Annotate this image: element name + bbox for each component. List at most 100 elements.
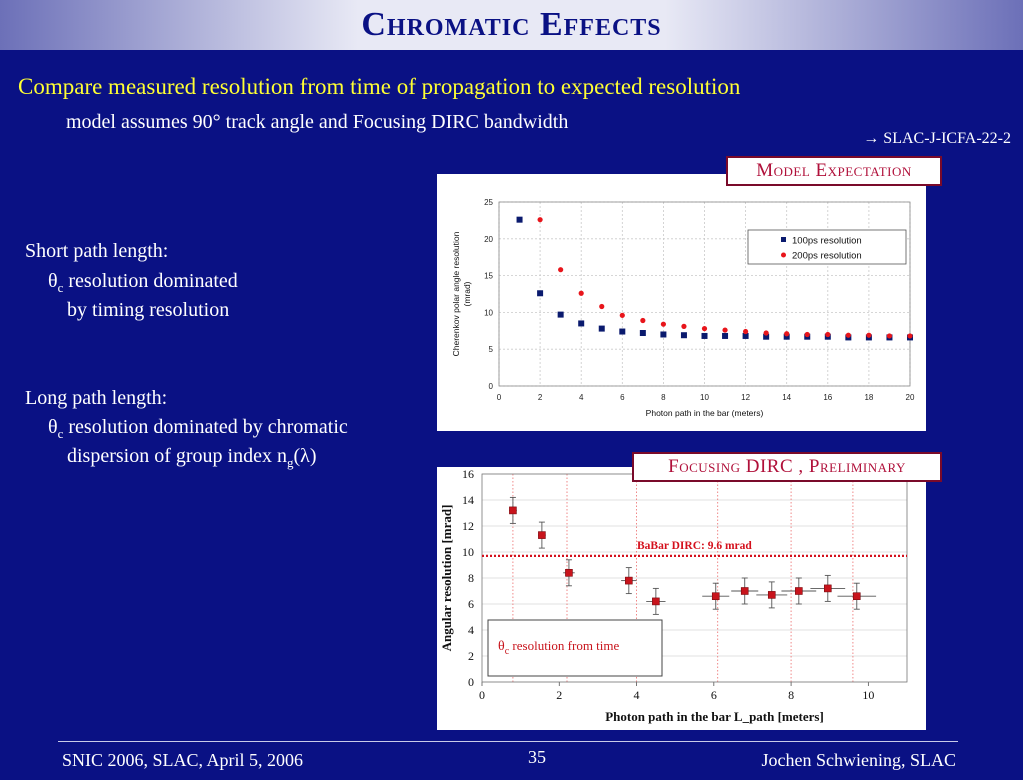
long-path-text: resolution dominated by chromatic [63,416,348,438]
data-point-100ps [639,330,646,337]
babar-reference-label: BaBar DIRC: 9.6 mrad [637,540,752,552]
x-tick-label: 6 [620,393,625,402]
y-tick-label: 8 [468,571,474,585]
data-point-100ps [680,332,687,339]
x-tick-label: 14 [782,393,791,402]
data-point-100ps [701,332,708,339]
x-tick-label: 4 [634,688,640,702]
data-point-100ps [742,332,749,339]
data-point-100ps [598,325,605,332]
y-tick-label: 5 [489,345,494,354]
y-tick-label: 0 [489,382,494,391]
x-tick-label: 4 [579,393,584,402]
theta-symbol: θ [48,416,58,438]
y-tick-label: 2 [468,649,474,663]
data-point [711,592,720,600]
x-tick-label: 2 [556,688,562,702]
x-tick-label: 0 [479,688,485,702]
data-point [509,506,517,515]
data-point-200ps [866,332,872,338]
data-point-200ps [681,323,687,329]
long-path-text2: dispersion of group index n [67,445,287,467]
x-tick-label: 2 [538,393,543,402]
x-tick-label: 8 [661,393,666,402]
lambda-text: (λ) [293,445,317,467]
y-tick-label: 16 [462,467,474,481]
data-point [565,569,573,577]
page-number: 35 [528,747,546,767]
data-point-100ps [722,332,729,339]
legend-marker [781,237,786,242]
data-point-200ps [578,290,584,296]
slide-title: Chromatic Effects [361,6,662,43]
y-tick-label: 12 [462,519,474,533]
data-point-200ps [722,327,728,333]
x-tick-label: 8 [788,688,794,702]
x-tick-label: 10 [700,393,709,402]
model-expectation-label: Model Expectation [726,156,942,186]
y-tick-label: 0 [468,675,474,689]
legend-box [747,229,907,265]
x-tick-label: 0 [497,393,502,402]
long-path-heading: Long path length: [25,387,168,409]
data-point [852,592,861,600]
footer-right: Jochen Schwiening, SLAC [761,750,956,770]
data-point-100ps [578,320,585,327]
data-point-100ps [516,216,523,223]
short-path-text: resolution dominated [63,270,238,292]
data-point-200ps [701,325,708,332]
legend-marker [781,252,786,258]
data-point-100ps [619,328,626,335]
y-tick-label: 6 [468,597,474,611]
data-point [652,597,660,606]
headline: Compare measured resolution from time of… [18,74,741,99]
measurement-chart: 0 2 4 6 8 10 12 14 16 0 2 4 6 8 10 Photon path in the b… [439,467,908,724]
data-point-200ps [743,328,749,335]
inset-label: θc resolution from time [498,638,620,657]
y-tick-label: 4 [468,623,474,637]
data-point-200ps [804,331,810,338]
legend-label: 100ps resolution [792,236,862,247]
data-point-200ps [619,312,625,318]
data-point-100ps [783,333,790,340]
x-tick-label: 18 [864,393,873,402]
x-tick-label: 10 [862,688,874,702]
theta-sub: c [57,280,64,295]
plot-frame [498,201,911,387]
data-point-200ps [825,331,831,338]
footer-divider [58,741,958,742]
short-path-line2: by timing resolution [67,299,230,321]
data-point-100ps [537,290,544,297]
data-point-100ps [763,333,770,340]
x-tick-label: 6 [711,688,717,702]
title-bar: Chromatic Effects [0,0,1023,50]
data-point-100ps [660,331,667,338]
data-point-200ps [660,321,666,327]
reference: → SLAC-J-ICFA-22-2 [863,130,1011,147]
x-tick-label: 20 [906,393,915,402]
data-point [795,587,803,595]
data-point-200ps [784,331,790,337]
y-tick-label: 20 [484,235,493,244]
legend-label: 200ps resolution [792,251,862,262]
y-tick-label: 15 [484,272,493,281]
x-axis-label: Photon path in the bar L_path [meters] [605,709,824,724]
data-point-200ps [537,217,543,223]
inset-box [487,619,663,677]
x-tick-label: 16 [823,393,832,402]
y-axis-label: Angular resolution [mrad] [439,505,454,652]
y-tick-label: 25 [484,198,493,207]
x-tick-label: 12 [741,393,750,402]
data-point [740,587,749,595]
long-path-line2: dispersion of group index ng(λ) [67,445,317,471]
measurement-chart-panel: 0 2 4 6 8 10 12 14 16 0 2 4 6 8 10 Photon path in the b… [437,467,926,730]
y-tick-label: 10 [462,545,474,559]
short-path-line1: θc resolution dominated [48,270,238,296]
subline: model assumes 90° track angle and Focusi… [66,111,569,133]
model-chart: 0 2 4 6 8 10 12 14 16 18 20 0 5 10 15 20 25 Photon path i… [451,198,915,418]
data-point [823,584,832,593]
data-point [625,576,633,585]
x-axis-label: Photon path in the bar (meters) [646,408,764,418]
y-axis-label-unit: (mrad) [462,281,472,306]
data-point-100ps [557,311,564,318]
